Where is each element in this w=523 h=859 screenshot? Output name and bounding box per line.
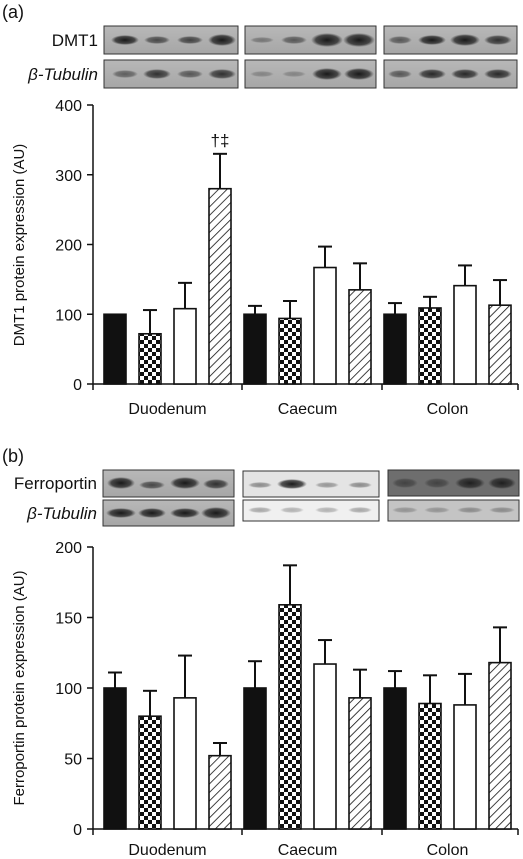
x-category-label: Colon [427, 401, 469, 418]
y-tick-label: 400 [55, 98, 82, 115]
bar [173, 697, 197, 830]
x-category-label: Colon [427, 842, 469, 859]
plot-area-b: 0 50 100 150 200 Duodenum Caecum Colon [55, 540, 519, 859]
plot-area-a: 0 100 200 300 400 Duodenum Caecum Colon †‡ [55, 98, 519, 418]
significance-annotation: †‡ [211, 131, 230, 150]
blot-label-dmt1: DMT1 [52, 31, 98, 50]
y-axis-title-a: DMT1 protein expression (AU) [11, 144, 28, 347]
bar [138, 715, 162, 830]
bar [418, 307, 442, 385]
y-tick-label: 100 [55, 681, 82, 698]
x-category-label: Caecum [278, 401, 338, 418]
blot-images-a [103, 25, 518, 89]
bar [348, 289, 372, 385]
bar [208, 187, 232, 385]
bar [488, 304, 512, 385]
bar [418, 702, 442, 830]
bar [313, 266, 337, 385]
bar [383, 313, 407, 385]
x-category-label: Caecum [278, 842, 338, 859]
blot-label-tubulin-a: β-Tubulin [27, 65, 98, 84]
y-axis-title-b: Ferroportin protein expression (AU) [11, 570, 28, 805]
y-tick-label: 50 [64, 752, 82, 769]
bar [103, 313, 127, 385]
bar [278, 317, 302, 385]
blot-images-b [102, 469, 520, 527]
bar [138, 332, 162, 385]
bar [173, 307, 197, 385]
y-tick-label: 100 [55, 307, 82, 324]
bar [243, 687, 267, 830]
panel-b-label: (b) [2, 446, 24, 466]
panel-b: (b) Ferroportin β-Tubulin [2, 446, 520, 859]
bar [383, 687, 407, 830]
bar [488, 661, 512, 830]
bar [278, 604, 302, 830]
bar [453, 284, 477, 385]
bar [243, 313, 267, 385]
x-category-label: Duodenum [128, 842, 206, 859]
bar [313, 663, 337, 830]
x-category-label: Duodenum [128, 401, 206, 418]
panel-a-label: (a) [2, 2, 24, 22]
y-tick-label: 150 [55, 611, 82, 628]
bar [348, 697, 372, 830]
y-tick-label: 200 [55, 238, 82, 255]
blot-label-tubulin-b: β-Tubulin [26, 504, 97, 523]
panel-a: (a) DMT1 β-Tubulin [2, 2, 519, 418]
y-tick-label: 0 [73, 377, 82, 394]
y-tick-label: 200 [55, 540, 82, 557]
bar [208, 754, 232, 830]
y-tick-label: 300 [55, 168, 82, 185]
bar [103, 687, 127, 830]
blot-label-ferroportin: Ferroportin [14, 474, 97, 493]
y-tick-label: 0 [73, 822, 82, 839]
bar [453, 704, 477, 830]
